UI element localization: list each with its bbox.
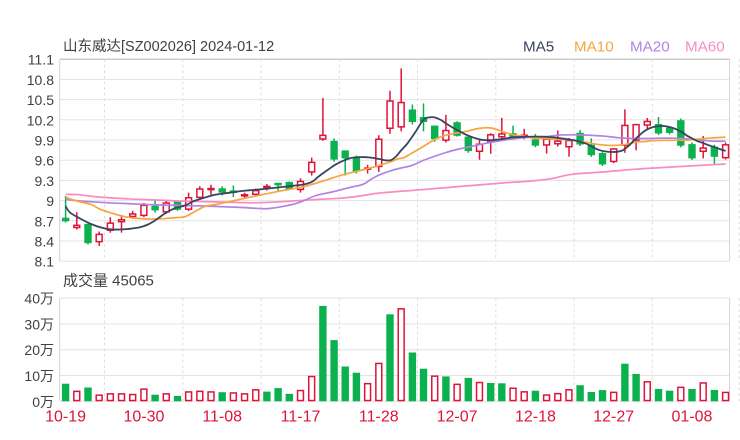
svg-text:MA20: MA20 [630,39,670,56]
svg-text:10-19: 10-19 [45,409,86,426]
svg-text:11-28: 11-28 [359,409,399,426]
svg-text:0万: 0万 [32,394,54,410]
svg-text:8.4: 8.4 [35,234,55,250]
svg-text:成交量 45065: 成交量 45065 [63,272,154,290]
svg-text:12-27: 12-27 [593,409,634,426]
svg-text:10万: 10万 [24,368,54,384]
svg-text:9.9: 9.9 [35,133,55,149]
svg-text:8.7: 8.7 [35,213,55,229]
svg-text:12-07: 12-07 [437,409,478,426]
svg-text:11-08: 11-08 [202,409,242,426]
svg-text:01-08: 01-08 [672,409,713,426]
svg-text:11-17: 11-17 [281,409,321,426]
svg-text:10-30: 10-30 [123,409,164,426]
svg-text:12-18: 12-18 [515,409,556,426]
svg-text:10.8: 10.8 [27,72,54,88]
svg-text:MA5: MA5 [523,39,554,56]
svg-text:MA60: MA60 [685,39,725,56]
svg-text:山东威达[SZ002026] 2024-01-12: 山东威达[SZ002026] 2024-01-12 [63,38,274,55]
svg-text:10.5: 10.5 [27,92,54,108]
svg-text:9: 9 [46,193,54,209]
svg-text:9.6: 9.6 [35,153,55,169]
svg-text:20万: 20万 [24,342,54,358]
svg-text:9.3: 9.3 [35,173,55,189]
svg-text:40万: 40万 [24,291,54,307]
svg-text:MA10: MA10 [574,39,614,56]
svg-text:8.1: 8.1 [35,254,55,270]
svg-text:11.1: 11.1 [28,52,54,68]
svg-text:30万: 30万 [24,316,54,332]
svg-text:10.2: 10.2 [27,112,54,128]
